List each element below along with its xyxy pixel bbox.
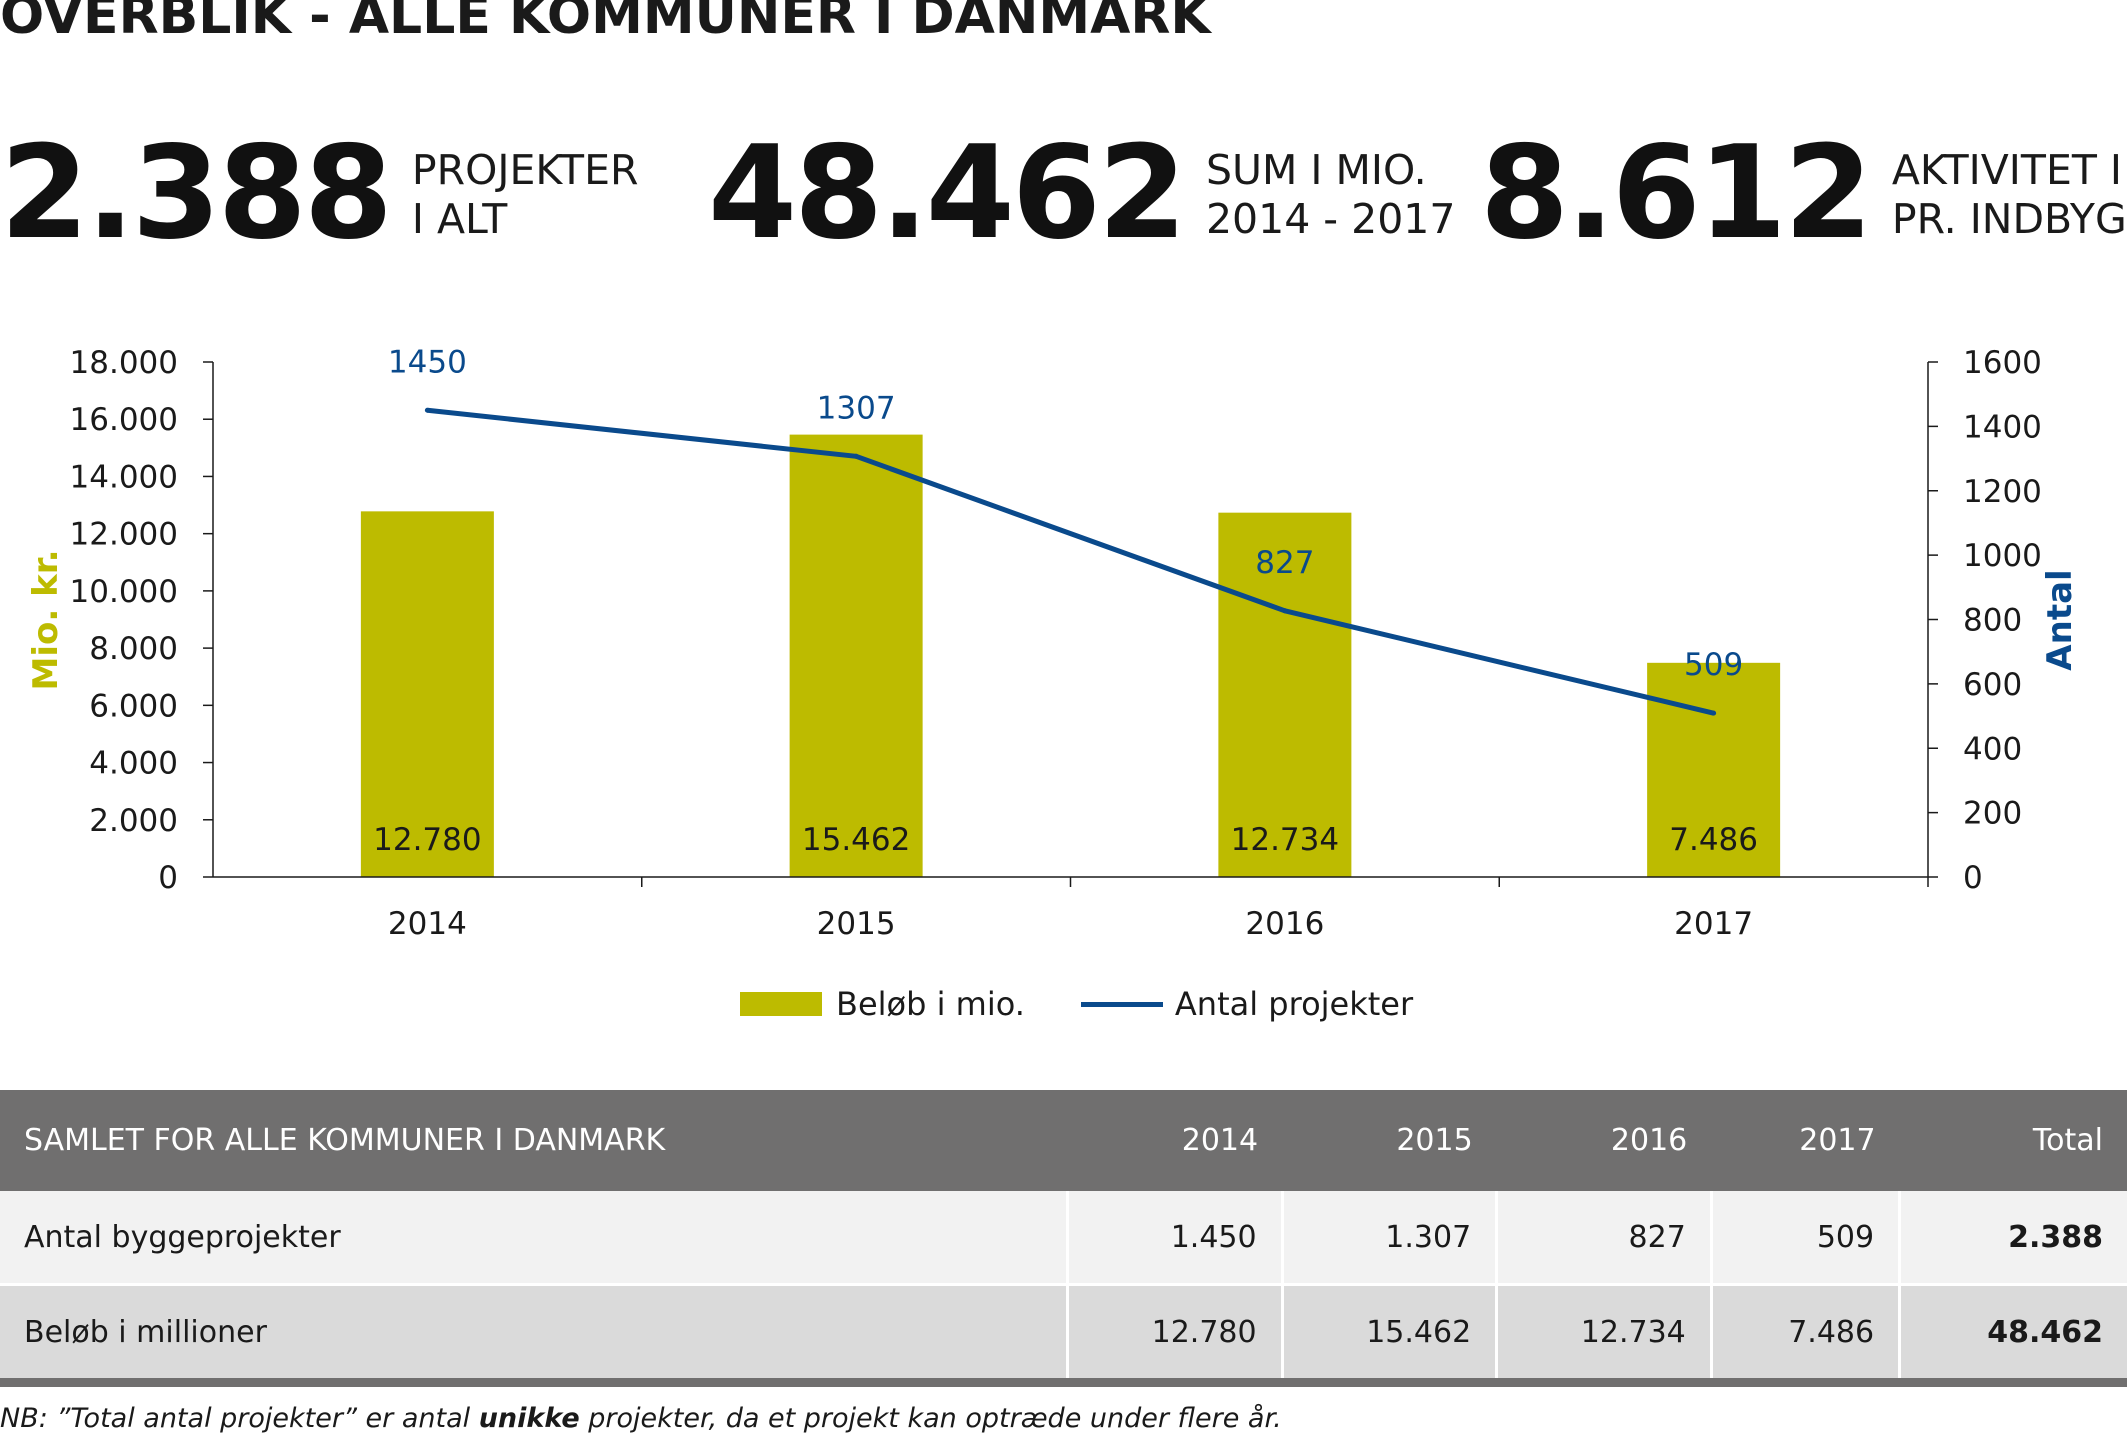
x-tick-label-2014: 2014 (388, 906, 467, 942)
x-tick-label-2015: 2015 (817, 906, 896, 942)
table-row: Beløb i millioner 12.780 15.462 12.734 7… (0, 1284, 2127, 1378)
y-right-tick-label: 1400 (1963, 409, 2042, 445)
line-value-label-2016: 827 (1255, 545, 1314, 581)
summary-table: SAMLET FOR ALLE KOMMUNER I DANMARK 2014 … (0, 1090, 2127, 1378)
x-tick-label-2017: 2017 (1674, 906, 1753, 942)
kpi-activity-label-line2: PR. INDBYGGER (1891, 195, 2127, 244)
bar-value-label-2014: 12.780 (373, 822, 481, 858)
page-title: OVERBLIK - ALLE KOMMUNER I DANMARK (0, 0, 1211, 46)
bar-2017 (1647, 662, 1781, 877)
y-right-axis-title: Antal (2040, 569, 2080, 670)
legend-swatch-bar (740, 992, 822, 1016)
bar-value-label-2016: 12.734 (1231, 822, 1339, 858)
line-value-label-2015: 1307 (817, 390, 896, 426)
table-cell: 7.486 (1709, 1284, 1900, 1378)
legend-label-bar: Beløb i mio. (836, 985, 1025, 1023)
y-left-tick-label: 10.000 (70, 574, 178, 610)
kpi-activity-value: 8.612 (1480, 119, 1873, 268)
y-left-tick-label: 16.000 (70, 402, 178, 438)
bar-value-label-2015: 15.462 (802, 822, 910, 858)
combo-chart: 12.780 15.462 12.734 7.486 0 2.000 4.000 6.000 8… (26, 344, 2080, 942)
table-header-total: Total (1899, 1090, 2127, 1191)
kpi-activity: 8.612 AKTIVITET I KR. PR. INDBYGGER (1480, 130, 2127, 258)
chart-legend: Beløb i mio. Antal projekter (740, 985, 1413, 1023)
kpi-projects-value: 2.388 (0, 119, 393, 268)
summary-table-wrap: SAMLET FOR ALLE KOMMUNER I DANMARK 2014 … (0, 1090, 2127, 1387)
footnote: NB: ”Total antal projekter” er antal uni… (0, 1403, 1282, 1434)
table-cell: 509 (1709, 1191, 1900, 1286)
kpi-sum-value: 48.462 (708, 119, 1187, 268)
kpi-projects-label-line1: PROJEKTER (411, 146, 639, 194)
kpi-sum-label-line2: 2014 - 2017 (1205, 195, 1456, 244)
line-point-2014 (424, 407, 430, 413)
y-right-tick-label: 1600 (1963, 345, 2042, 381)
line-point-2016 (1282, 608, 1288, 614)
line-point-2015 (853, 453, 859, 459)
y-right-tick-label: 600 (1963, 667, 2022, 703)
kpi-sum: 48.462 SUM I MIO. 2014 - 2017 (708, 130, 1455, 258)
table-header-2016: 2016 (1496, 1090, 1712, 1191)
table-cell-label: Antal byggeprojekter (0, 1191, 1068, 1286)
line-point-2017 (1711, 710, 1717, 716)
table-row: Antal byggeprojekter 1.450 1.307 827 509… (0, 1191, 2127, 1286)
y-right-tick-label: 800 (1963, 603, 2022, 639)
table-cell: 15.462 (1280, 1284, 1497, 1378)
y-left-tick-label: 14.000 (70, 459, 178, 495)
bar-value-label-2017: 7.486 (1669, 822, 1758, 858)
y-left-tick-label: 4.000 (89, 746, 178, 782)
kpi-sum-label: SUM I MIO. 2014 - 2017 (1206, 146, 1456, 244)
table-header-2015: 2015 (1282, 1090, 1497, 1191)
line-value-label-2014: 1450 (388, 344, 467, 380)
y-right-tick-label: 1200 (1963, 474, 2042, 510)
table-cell: 1.450 (1066, 1191, 1283, 1286)
table-cell: 1.307 (1280, 1191, 1497, 1286)
footnote-part1: NB: ”Total antal projekter” er antal (0, 1403, 479, 1434)
x-tick-label-2016: 2016 (1245, 906, 1324, 942)
table-cell-total: 2.388 (1898, 1191, 2127, 1286)
y-left-tick-label: 8.000 (89, 631, 178, 667)
bar-2015 (789, 434, 923, 877)
kpi-sum-label-line1: SUM I MIO. (1205, 146, 1427, 194)
bar-2014 (360, 511, 494, 877)
bar-2016 (1218, 512, 1352, 877)
legend-swatch-line (1080, 1001, 1163, 1007)
table-cell: 12.780 (1066, 1284, 1283, 1378)
table-cell: 12.734 (1495, 1284, 1712, 1378)
y-left-tick-label: 2.000 (89, 803, 178, 839)
table-bottom-bar (0, 1378, 2127, 1387)
y-right-tick-label: 1000 (1963, 538, 2042, 574)
table-cell-label: Beløb i millioner (0, 1284, 1068, 1378)
y-right-tick-label: 400 (1963, 731, 2022, 767)
kpi-projects: 2.388 PROJEKTER I ALT (0, 130, 639, 258)
table-header-row: SAMLET FOR ALLE KOMMUNER I DANMARK 2014 … (0, 1090, 2127, 1191)
kpi-projects-label: PROJEKTER I ALT (412, 146, 639, 244)
legend-label-line: Antal projekter (1174, 985, 1414, 1023)
y-right-tick-label: 200 (1963, 796, 2022, 832)
y-left-tick-label: 6.000 (89, 688, 178, 724)
kpi-projects-label-line2: I ALT (411, 195, 508, 244)
kpi-activity-label: AKTIVITET I KR. PR. INDBYGGER (1892, 146, 2127, 244)
table-cell: 827 (1495, 1191, 1712, 1286)
footnote-part2: projekter, da et projekt kan optræde und… (579, 1403, 1282, 1434)
y-left-tick-label: 18.000 (70, 345, 178, 381)
y-right-tick-label: 0 (1963, 860, 1983, 896)
table-cell-total: 48.462 (1898, 1284, 2127, 1378)
kpi-activity-label-line1: AKTIVITET I KR. (1891, 146, 2127, 194)
y-left-axis-title: Mio. kr. (26, 549, 66, 690)
footnote-bold: unikke (478, 1403, 580, 1434)
line-value-label-2017: 509 (1684, 647, 1743, 683)
y-left-tick-label: 0 (158, 860, 178, 896)
y-left-tick-label: 12.000 (70, 517, 178, 553)
table-header-2014: 2014 (1067, 1090, 1283, 1191)
line-series-antal-projekter (427, 407, 1715, 716)
table-header-2017: 2017 (1711, 1090, 1900, 1191)
table-header-title: SAMLET FOR ALLE KOMMUNER I DANMARK (0, 1090, 1068, 1191)
